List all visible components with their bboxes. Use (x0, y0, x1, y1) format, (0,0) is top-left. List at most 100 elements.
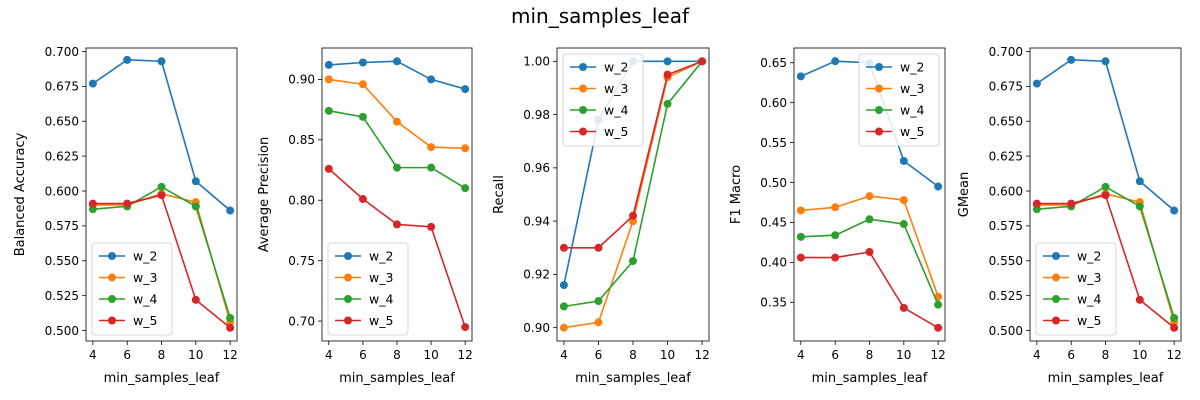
legend-swatch-marker (108, 252, 116, 260)
legend-entry-label: w_2 (900, 60, 924, 75)
legend-entry-label: w_2 (369, 249, 393, 264)
data-point-w-5 (865, 247, 874, 256)
legend-entry-label: w_3 (900, 81, 924, 96)
x-tick-label: 6 (359, 348, 367, 362)
data-point-w-2 (934, 182, 943, 191)
legend-swatch-marker (344, 295, 352, 303)
data-point-w-3 (899, 196, 908, 205)
data-point-w-2 (191, 177, 200, 186)
legend: w_2 w_3 w_4 w_5 (1035, 242, 1117, 336)
data-point-w-2 (663, 57, 672, 66)
data-point-w-3 (865, 192, 874, 201)
data-point-w-5 (629, 211, 637, 220)
x-tick-label: 10 (188, 348, 203, 362)
x-tick-label: 4 (1033, 348, 1041, 362)
panel-gmean: 4 6 8 10 12 0.500 0.525 0.550 0.575 0.600 0.625 0.6… (957, 45, 1182, 386)
y-tick-label: 0.500 (45, 324, 79, 338)
legend-box (562, 53, 644, 147)
data-point-w-4 (427, 163, 436, 172)
data-point-w-3 (559, 323, 568, 332)
y-tick-label: 0.550 (45, 254, 79, 268)
x-tick-label: 8 (1102, 348, 1110, 362)
data-point-w-5 (559, 243, 568, 252)
data-point-w-5 (191, 295, 200, 304)
y-tick-label: 0.85 (288, 133, 315, 147)
data-point-w-2 (1135, 177, 1144, 186)
legend-entry-label: w_4 (369, 292, 393, 307)
y-tick-label: 0.55 (760, 136, 787, 150)
legend-swatch-marker (875, 63, 883, 71)
legend-swatch-marker (344, 252, 352, 260)
y-tick-label: 0.675 (45, 80, 79, 94)
x-tick-label: 10 (423, 348, 438, 362)
y-axis-label: F1 Macro (729, 165, 744, 224)
x-tick-label: 12 (1166, 348, 1181, 362)
y-tick-label: 0.575 (45, 219, 79, 233)
data-point-w-2 (559, 281, 568, 290)
x-tick-label: 6 (595, 348, 603, 362)
legend-entry-label: w_4 (1077, 292, 1101, 307)
legend-swatch-marker (1052, 252, 1060, 260)
y-tick-label: 0.96 (523, 161, 550, 175)
data-point-w-5 (899, 303, 908, 312)
x-axis-label: min_samples_leaf (104, 371, 220, 386)
data-point-w-5 (1170, 323, 1179, 332)
data-point-w-3 (393, 117, 401, 126)
legend-entry-label: w_3 (604, 81, 628, 96)
x-axis-label: min_samples_leaf (812, 371, 928, 386)
legend: w_2 w_3 w_4 w_5 (562, 53, 644, 147)
data-point-w-2 (831, 57, 840, 66)
y-tick-label: 0.80 (288, 194, 315, 208)
y-tick-label: 0.60 (760, 96, 787, 110)
legend-swatch-marker (1052, 295, 1060, 303)
data-point-w-4 (594, 297, 603, 306)
y-tick-label: 0.98 (523, 108, 550, 122)
data-point-w-5 (1067, 199, 1076, 208)
x-tick-label: 12 (930, 348, 945, 362)
data-point-w-4 (1135, 202, 1144, 211)
data-point-w-5 (1101, 191, 1110, 200)
data-point-w-4 (226, 313, 235, 322)
data-point-w-5 (324, 164, 333, 173)
x-tick-label: 4 (560, 348, 568, 362)
x-tick-label: 12 (222, 348, 237, 362)
data-point-w-2 (427, 75, 436, 84)
data-point-w-4 (1032, 205, 1041, 214)
legend-swatch-marker (108, 316, 116, 325)
data-point-w-4 (191, 202, 200, 211)
data-point-w-4 (559, 302, 568, 311)
data-point-w-5 (461, 323, 470, 332)
legend-swatch-marker (579, 84, 587, 93)
y-tick-label: 0.550 (989, 254, 1023, 268)
panel-balanced-accuracy: 4 6 8 10 12 0.500 0.525 0.550 0.575 0.600 0.625 0.6… (13, 45, 238, 386)
data-point-w-2 (1101, 57, 1110, 66)
legend-swatch-marker (344, 316, 352, 325)
data-point-w-2 (123, 55, 132, 64)
data-point-w-5 (157, 191, 166, 200)
panel-f1-macro: 4 6 8 10 12 0.35 0.40 0.45 0.50 0.55 0.60 0.65 min_s… (729, 47, 946, 386)
y-tick-label: 1.00 (523, 55, 550, 69)
x-tick-label: 8 (158, 348, 166, 362)
legend-swatch-marker (108, 273, 116, 282)
data-point-w-5 (358, 195, 367, 204)
plot-frame (85, 47, 238, 342)
legend-swatch-marker (875, 84, 883, 93)
y-tick-label: 0.500 (989, 324, 1023, 338)
data-point-w-3 (594, 318, 603, 327)
legend-entry-label: w_3 (1077, 270, 1101, 285)
x-tick-label: 4 (89, 348, 97, 362)
y-tick-label: 0.600 (45, 184, 79, 198)
y-tick-label: 0.65 (760, 56, 787, 70)
data-point-w-2 (796, 72, 805, 81)
legend-entry-label: w_5 (133, 313, 157, 328)
y-tick-label: 0.35 (760, 296, 787, 310)
data-point-w-5 (1032, 199, 1041, 208)
data-point-w-4 (831, 231, 840, 240)
x-tick-label: 12 (458, 348, 473, 362)
y-tick-label: 0.650 (989, 115, 1023, 129)
y-tick-label: 0.675 (989, 80, 1023, 94)
legend: w_2 w_3 w_4 w_5 (327, 242, 409, 336)
x-tick-label: 10 (660, 348, 675, 362)
data-point-w-4 (865, 215, 874, 224)
legend-box (1035, 242, 1117, 336)
